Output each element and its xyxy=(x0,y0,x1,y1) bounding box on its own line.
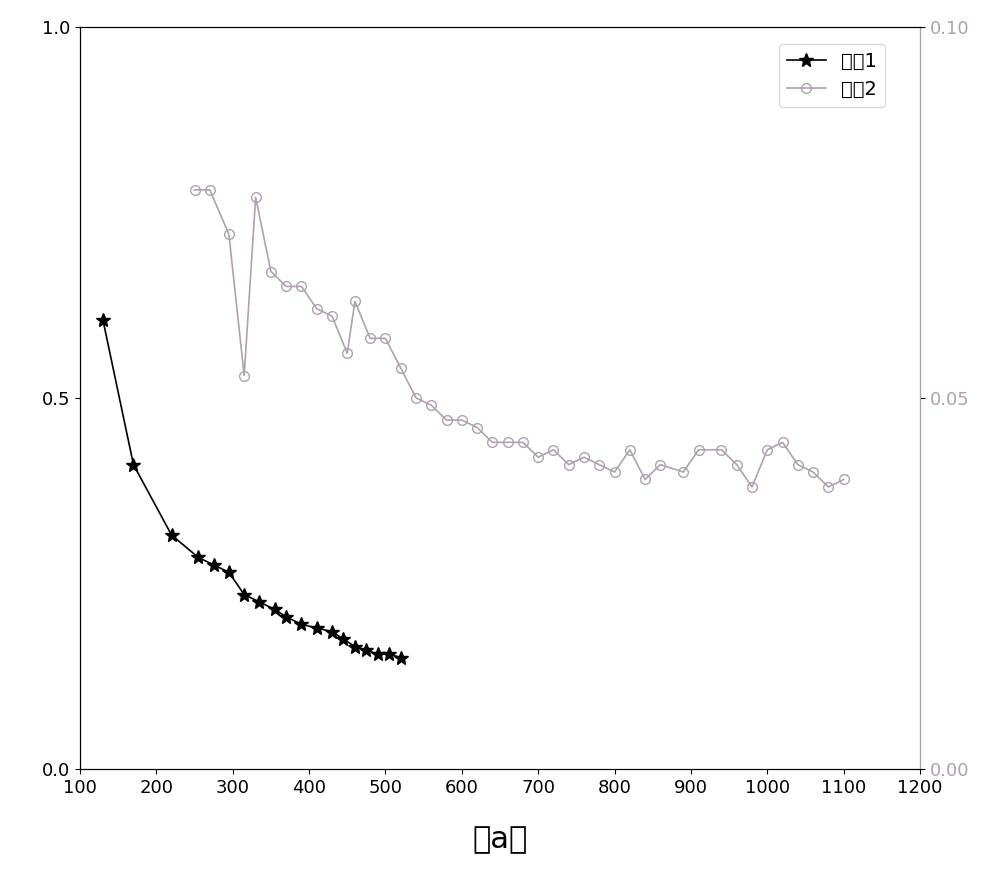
风洞2 xyxy=(265,266,277,277)
风洞1 xyxy=(223,567,235,577)
风洞2 xyxy=(280,281,292,292)
风洞1 xyxy=(395,652,407,663)
风洞1 xyxy=(337,634,349,644)
风洞1 xyxy=(372,649,384,659)
风洞2 xyxy=(456,415,468,425)
风洞2 xyxy=(532,452,544,462)
风洞2 xyxy=(639,474,651,484)
风洞2 xyxy=(326,311,338,322)
风洞2 xyxy=(410,392,422,403)
风洞1 xyxy=(97,315,109,325)
风洞1 xyxy=(360,645,372,656)
风洞2 xyxy=(822,482,834,492)
风洞2 xyxy=(792,460,804,470)
风洞2 xyxy=(746,482,758,492)
风洞1 xyxy=(127,460,139,470)
风洞2 xyxy=(238,370,250,381)
Text: （a）: （a） xyxy=(472,826,528,854)
风洞2 xyxy=(502,437,514,447)
风洞1 xyxy=(311,622,323,633)
风洞2 xyxy=(807,467,819,477)
风洞2 xyxy=(395,362,407,373)
风洞2 xyxy=(425,400,437,410)
风洞2 xyxy=(349,296,361,307)
风洞2 xyxy=(204,185,216,195)
风洞2 xyxy=(295,281,307,292)
风洞2 xyxy=(677,467,689,477)
风洞1 xyxy=(192,552,204,563)
风洞2 xyxy=(624,445,636,455)
风洞2 xyxy=(578,452,590,462)
风洞1 xyxy=(326,627,338,637)
风洞2 xyxy=(731,460,743,470)
风洞1 xyxy=(383,649,395,659)
风洞1 xyxy=(349,641,361,652)
风洞2 xyxy=(379,333,391,344)
风洞2 xyxy=(341,348,353,359)
Legend: 风洞1, 风洞2: 风洞1, 风洞2 xyxy=(779,43,885,107)
风洞2 xyxy=(838,474,850,484)
风洞2 xyxy=(693,445,705,455)
风洞2 xyxy=(364,333,376,344)
风洞1 xyxy=(280,612,292,622)
风洞2 xyxy=(486,437,498,447)
风洞2 xyxy=(715,445,727,455)
风洞1 xyxy=(253,597,265,607)
风洞1 xyxy=(269,604,281,614)
风洞2 xyxy=(250,192,262,202)
风洞2 xyxy=(311,303,323,314)
风洞1 xyxy=(295,619,307,629)
风洞2 xyxy=(223,229,235,240)
风洞2 xyxy=(761,445,773,455)
风洞2 xyxy=(517,437,529,447)
风洞2 xyxy=(563,460,575,470)
风洞2 xyxy=(189,185,201,195)
风洞2 xyxy=(593,460,605,470)
Line: 风洞2: 风洞2 xyxy=(190,185,848,492)
风洞2 xyxy=(471,423,483,433)
风洞2 xyxy=(654,460,666,470)
风洞2 xyxy=(777,437,789,447)
Line: 风洞1: 风洞1 xyxy=(96,313,408,665)
风洞2 xyxy=(609,467,621,477)
风洞2 xyxy=(547,445,559,455)
风洞1 xyxy=(208,560,220,570)
风洞1 xyxy=(238,590,250,600)
风洞2 xyxy=(441,415,453,425)
风洞1 xyxy=(166,530,178,540)
